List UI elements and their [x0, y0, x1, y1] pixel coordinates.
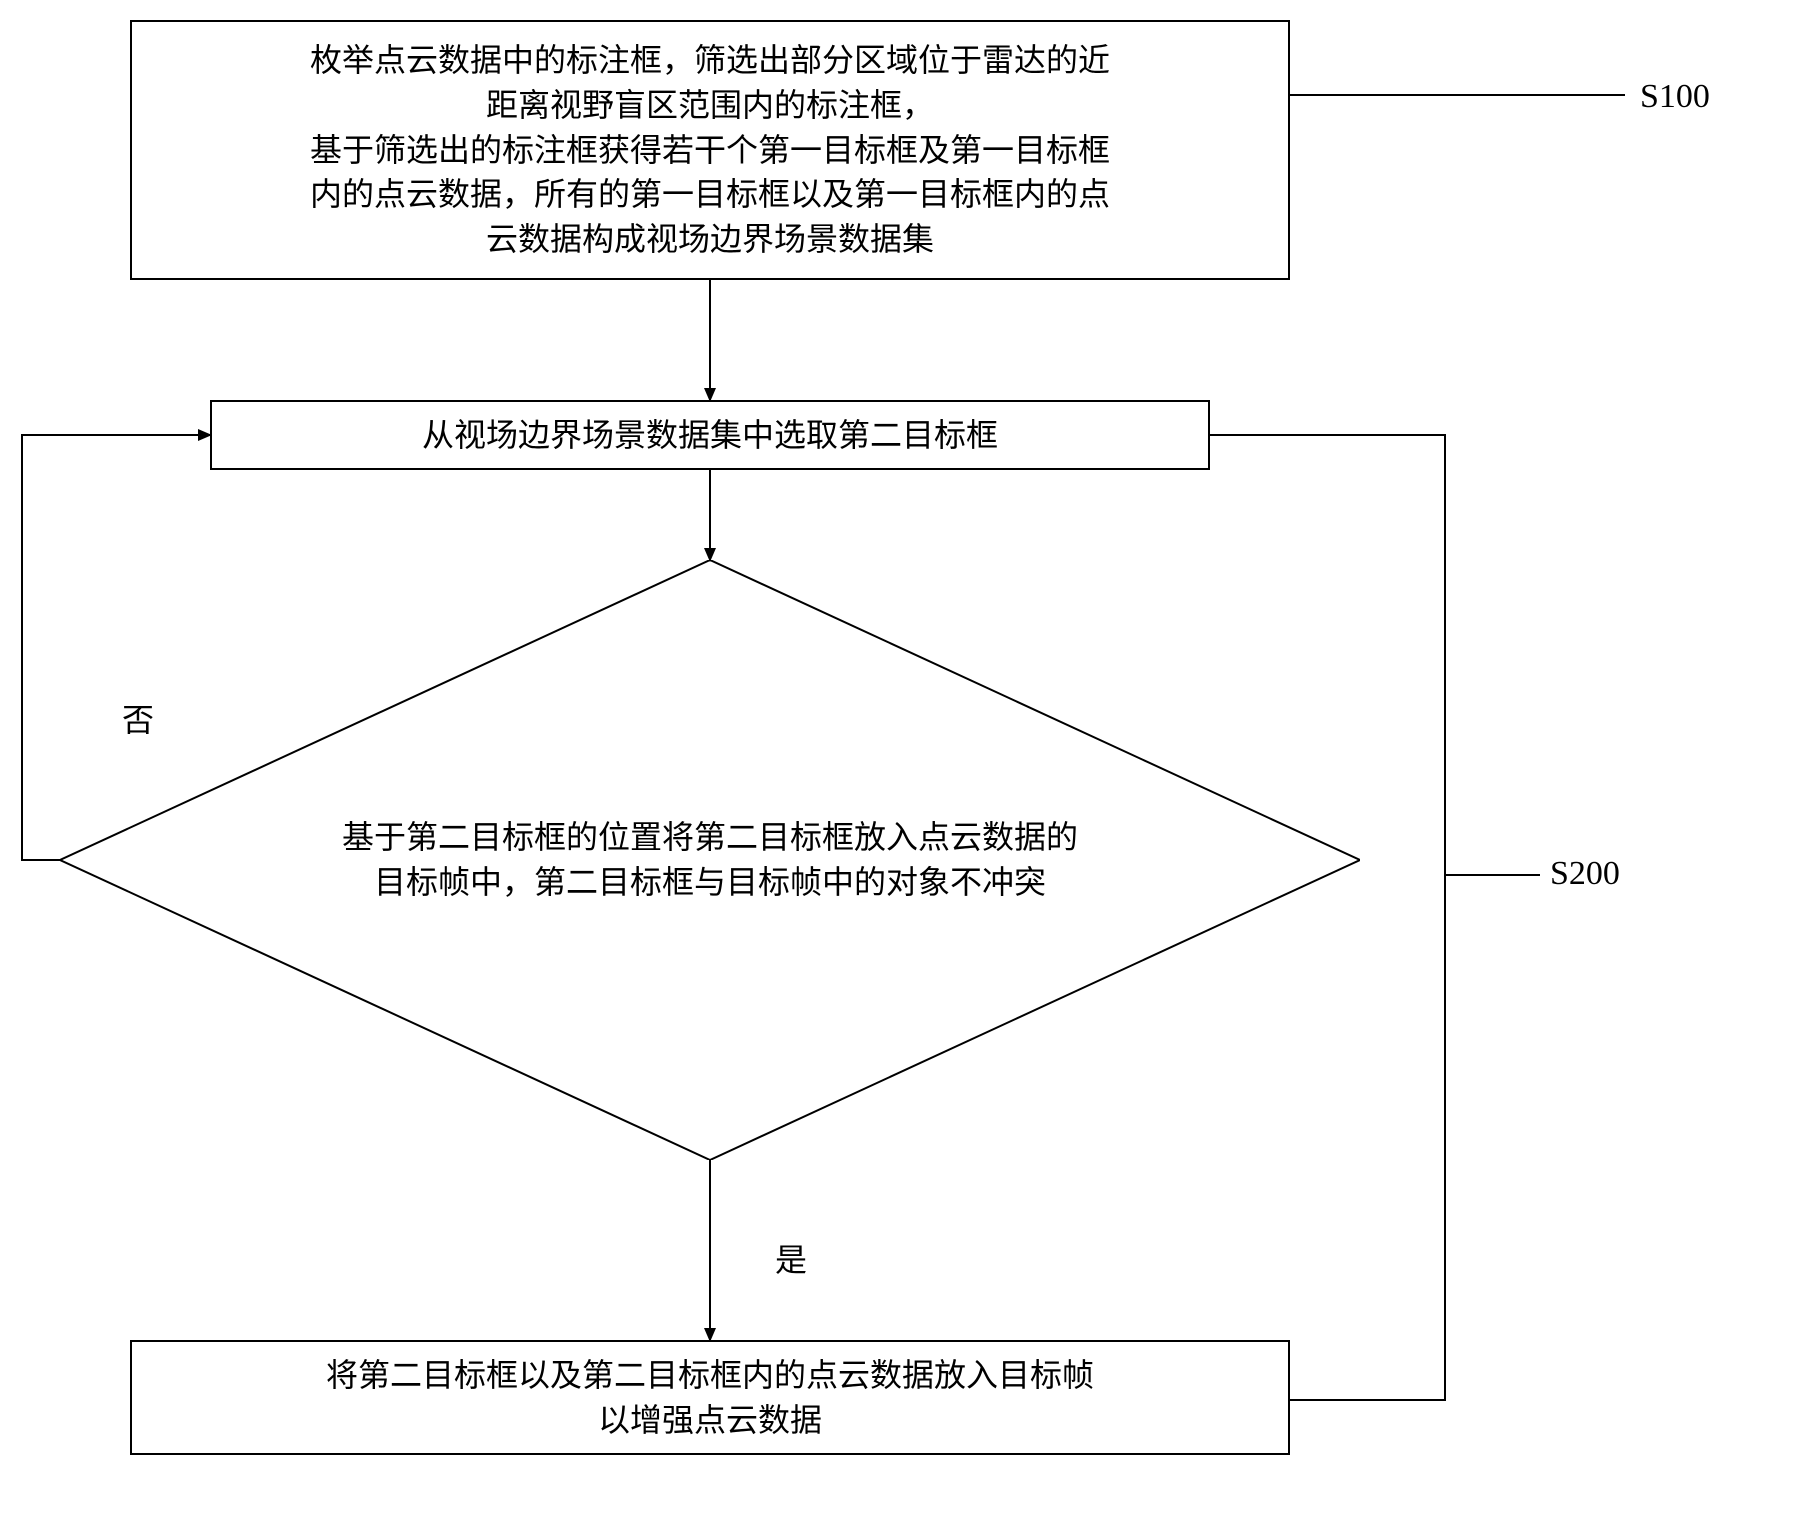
decision-diamond: 基于第二目标框的位置将第二目标框放入点云数据的目标帧中，第二目标框与目标帧中的对… — [60, 560, 1360, 1160]
process-box-s100: 枚举点云数据中的标注框，筛选出部分区域位于雷达的近距离视野盲区范围内的标注框，基… — [130, 20, 1290, 280]
process-box-s100-text: 枚举点云数据中的标注框，筛选出部分区域位于雷达的近距离视野盲区范围内的标注框，基… — [310, 38, 1110, 262]
edge-label-yes: 是 — [775, 1235, 807, 1281]
edge-label-no: 否 — [122, 695, 154, 741]
process-box-output: 将第二目标框以及第二目标框内的点云数据放入目标帧以增强点云数据 — [130, 1340, 1290, 1455]
process-box-select-second: 从视场边界场景数据集中选取第二目标框 — [210, 400, 1210, 470]
process-box-output-text: 将第二目标框以及第二目标框内的点云数据放入目标帧以增强点云数据 — [326, 1353, 1094, 1443]
process-box-select-second-text: 从视场边界场景数据集中选取第二目标框 — [422, 413, 998, 458]
step-label-s100: S100 — [1640, 78, 1710, 116]
flowchart-container: 枚举点云数据中的标注框，筛选出部分区域位于雷达的近距离视野盲区范围内的标注框，基… — [0, 0, 1811, 1520]
decision-diamond-text: 基于第二目标框的位置将第二目标框放入点云数据的目标帧中，第二目标框与目标帧中的对… — [60, 560, 1360, 1160]
step-label-s200: S200 — [1550, 855, 1620, 893]
